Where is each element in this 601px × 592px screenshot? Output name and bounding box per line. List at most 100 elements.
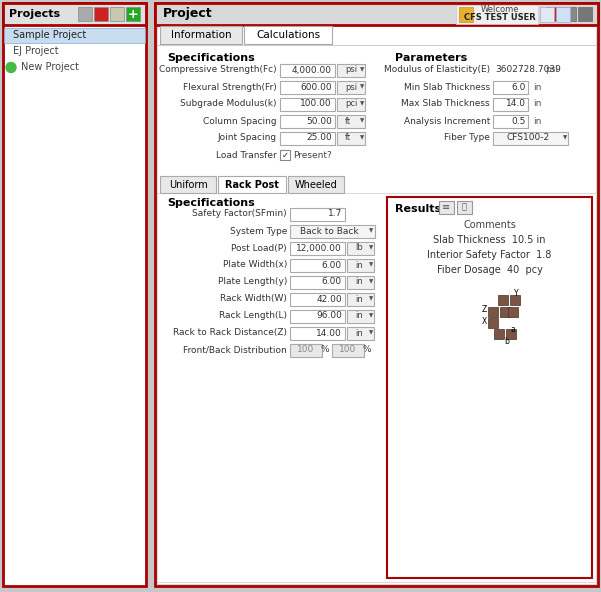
Bar — [578, 7, 592, 21]
Bar — [347, 259, 374, 272]
Text: Front/Back Distribution: Front/Back Distribution — [183, 346, 287, 355]
Text: EJ Project: EJ Project — [13, 47, 59, 56]
Bar — [290, 344, 322, 357]
Bar — [337, 98, 365, 111]
Bar — [160, 176, 216, 193]
Text: Rack to Rack Distance(Z): Rack to Rack Distance(Z) — [173, 329, 287, 337]
Text: in: in — [533, 99, 542, 108]
Bar — [337, 64, 365, 77]
Text: 600.00: 600.00 — [300, 82, 332, 92]
Text: 100: 100 — [340, 346, 356, 355]
Text: Column Spacing: Column Spacing — [203, 117, 277, 126]
Text: Sample Project: Sample Project — [13, 31, 87, 40]
Text: Load Transfer: Load Transfer — [216, 150, 277, 159]
Bar — [332, 344, 364, 357]
Text: 3602728.7039: 3602728.7039 — [495, 66, 561, 75]
Text: Subgrade Modulus(k): Subgrade Modulus(k) — [180, 99, 277, 108]
Text: ▼: ▼ — [369, 330, 373, 336]
Bar — [487, 318, 498, 328]
Circle shape — [6, 63, 16, 72]
Text: ✓: ✓ — [281, 150, 288, 159]
Text: Specifications: Specifications — [167, 53, 255, 63]
Bar — [157, 193, 596, 582]
Text: Plate Width(x): Plate Width(x) — [222, 260, 287, 269]
Text: ▼: ▼ — [369, 314, 373, 318]
Text: Parameters: Parameters — [395, 53, 467, 63]
Bar — [499, 307, 510, 317]
Text: pci: pci — [345, 99, 358, 108]
Bar — [347, 276, 374, 289]
Text: %: % — [362, 346, 371, 355]
Bar — [280, 64, 335, 77]
Bar — [337, 132, 365, 145]
Text: Post Load(P): Post Load(P) — [231, 243, 287, 253]
Text: Slab Thickness  10.5 in: Slab Thickness 10.5 in — [433, 235, 546, 245]
Text: 100: 100 — [297, 346, 315, 355]
Text: Comments: Comments — [463, 220, 516, 230]
Bar — [155, 3, 598, 586]
Text: psi: psi — [545, 66, 558, 75]
Text: 6.00: 6.00 — [322, 260, 342, 269]
Bar — [347, 310, 374, 323]
Text: a: a — [510, 326, 515, 334]
Text: in: in — [355, 329, 363, 337]
Text: ft: ft — [345, 117, 351, 126]
Bar — [439, 201, 454, 214]
Text: 25.00: 25.00 — [307, 134, 332, 143]
Text: 0.5: 0.5 — [511, 117, 526, 126]
Text: ▼: ▼ — [369, 262, 373, 268]
Text: Flexural Strength(Fr): Flexural Strength(Fr) — [183, 82, 277, 92]
Text: ▼: ▼ — [360, 67, 364, 72]
Bar — [126, 7, 140, 21]
Text: Project: Project — [163, 8, 213, 21]
Text: Joint Spacing: Joint Spacing — [218, 134, 277, 143]
Text: in: in — [355, 311, 363, 320]
Text: 4,000.00: 4,000.00 — [292, 66, 332, 75]
Text: psi: psi — [345, 82, 357, 92]
Bar — [487, 307, 498, 317]
Text: Calculations: Calculations — [256, 30, 320, 40]
Bar — [493, 132, 568, 145]
Text: 6.0: 6.0 — [511, 82, 526, 92]
Text: 1.7: 1.7 — [328, 210, 342, 218]
Text: in: in — [355, 278, 363, 287]
Bar — [337, 81, 365, 94]
Bar — [280, 150, 290, 160]
Text: Min Slab Thickness: Min Slab Thickness — [404, 82, 490, 92]
Bar — [347, 327, 374, 340]
Text: Specifications: Specifications — [167, 198, 255, 208]
Bar — [546, 7, 560, 21]
Bar — [510, 295, 519, 305]
Text: Safety Factor(SFmin): Safety Factor(SFmin) — [192, 210, 287, 218]
Text: Wheeled: Wheeled — [294, 179, 337, 189]
Bar — [290, 293, 345, 306]
Bar — [290, 225, 375, 238]
Bar — [288, 176, 344, 193]
Text: System Type: System Type — [230, 227, 287, 236]
Bar — [290, 276, 345, 289]
Text: Z: Z — [482, 305, 487, 314]
Text: ▼: ▼ — [369, 297, 373, 301]
Bar — [280, 81, 335, 94]
Bar — [290, 310, 345, 323]
Text: Modulus of Elasticity(E): Modulus of Elasticity(E) — [384, 66, 490, 75]
Text: psi: psi — [345, 66, 357, 75]
Text: ⎙: ⎙ — [462, 202, 467, 211]
Text: 6.00: 6.00 — [322, 278, 342, 287]
Bar — [280, 115, 335, 128]
Text: ▼: ▼ — [369, 246, 373, 250]
Bar — [4, 28, 145, 43]
Bar — [3, 3, 146, 25]
Text: ▼: ▼ — [563, 136, 567, 140]
Text: %: % — [321, 346, 329, 355]
Text: 42.00: 42.00 — [316, 294, 342, 304]
Text: ft: ft — [345, 134, 351, 143]
Bar — [457, 201, 472, 214]
Bar — [290, 208, 345, 221]
Text: Results: Results — [395, 204, 441, 214]
Bar — [387, 197, 592, 578]
Text: +: + — [127, 8, 138, 21]
Text: 50.00: 50.00 — [306, 117, 332, 126]
Text: Rack Post: Rack Post — [225, 179, 279, 189]
Text: ▼: ▼ — [360, 118, 364, 124]
